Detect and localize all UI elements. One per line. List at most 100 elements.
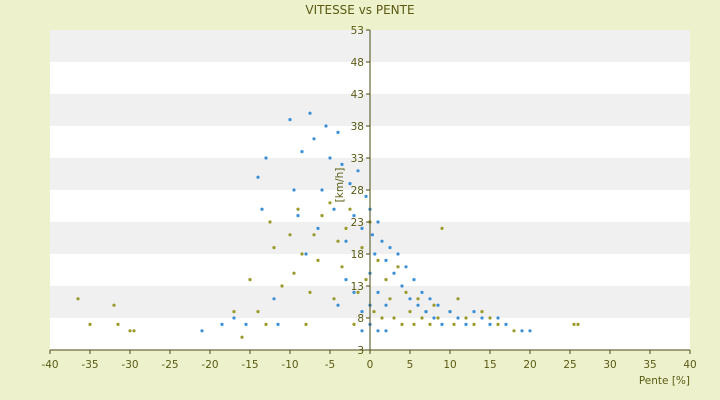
data-point xyxy=(388,297,392,301)
y-tick-label: 18 xyxy=(351,249,364,261)
data-point xyxy=(400,322,404,326)
data-point xyxy=(232,316,236,320)
x-tick-label: 0 xyxy=(367,359,374,371)
y-tick-label: 3 xyxy=(357,345,364,357)
data-point xyxy=(296,214,300,218)
data-point xyxy=(384,303,388,307)
data-point xyxy=(396,265,400,269)
data-point xyxy=(128,329,132,333)
data-point xyxy=(388,246,392,250)
data-point xyxy=(112,303,116,307)
data-point xyxy=(512,329,516,333)
data-point xyxy=(360,329,364,333)
y-tick-label: 53 xyxy=(351,25,364,37)
data-point xyxy=(336,130,340,134)
data-point xyxy=(340,162,344,166)
x-tick-labels: -40 -35 -30 -25 -20 -15 -10 -5 0 5 10 15 20 25 30 35 40 xyxy=(41,350,697,371)
y-axis-label: [km/h] xyxy=(334,168,346,203)
data-point xyxy=(352,214,356,218)
x-tick-label: 5 xyxy=(407,359,414,371)
data-points xyxy=(76,111,580,339)
data-point xyxy=(384,258,388,262)
data-point xyxy=(428,297,432,301)
data-point xyxy=(464,322,468,326)
data-point xyxy=(432,316,436,320)
data-point xyxy=(364,278,368,282)
x-tick-label: -25 xyxy=(161,359,178,371)
x-tick-label: -5 xyxy=(325,359,335,371)
data-point xyxy=(344,226,348,230)
x-tick-label: -10 xyxy=(281,359,298,371)
x-tick-label: 25 xyxy=(563,359,576,371)
data-point xyxy=(472,310,476,314)
data-point xyxy=(408,297,412,301)
data-point xyxy=(316,258,320,262)
data-point xyxy=(272,297,276,301)
y-tick-label: 13 xyxy=(351,281,364,293)
data-point xyxy=(384,278,388,282)
data-point xyxy=(292,271,296,275)
data-point xyxy=(240,335,244,339)
data-point xyxy=(296,207,300,211)
y-tick-label: 8 xyxy=(357,313,364,325)
y-tick-label: 33 xyxy=(351,153,364,165)
data-point xyxy=(132,329,136,333)
data-point xyxy=(280,284,284,288)
y-tick-label: 43 xyxy=(351,89,364,101)
data-point xyxy=(456,297,460,301)
data-point xyxy=(370,233,374,237)
x-tick-label: 30 xyxy=(603,359,616,371)
data-point xyxy=(356,290,360,294)
x-tick-label: 40 xyxy=(683,359,696,371)
x-tick-label: 20 xyxy=(523,359,536,371)
data-point xyxy=(496,322,500,326)
data-point xyxy=(480,310,484,314)
x-tick-label: -30 xyxy=(121,359,138,371)
data-point xyxy=(356,169,360,173)
data-point xyxy=(376,290,380,294)
data-point xyxy=(412,278,416,282)
data-point xyxy=(328,201,332,205)
data-point xyxy=(308,111,312,115)
data-point xyxy=(376,329,380,333)
data-point xyxy=(404,265,408,269)
data-point xyxy=(392,316,396,320)
data-point xyxy=(528,329,532,333)
data-point xyxy=(472,322,476,326)
data-point xyxy=(464,316,468,320)
data-point xyxy=(380,316,384,320)
data-point xyxy=(348,182,352,186)
data-point xyxy=(336,303,340,307)
data-point xyxy=(312,137,316,141)
data-point xyxy=(304,252,308,256)
data-point xyxy=(332,297,336,301)
x-tick-label: 35 xyxy=(643,359,656,371)
data-point xyxy=(364,194,368,198)
data-point xyxy=(268,220,272,224)
data-point xyxy=(452,322,456,326)
data-point xyxy=(320,214,324,218)
data-point xyxy=(480,316,484,320)
data-point xyxy=(372,310,376,314)
data-point xyxy=(88,322,92,326)
data-point xyxy=(400,284,404,288)
data-point xyxy=(488,322,492,326)
data-point xyxy=(308,290,312,294)
data-point xyxy=(332,207,336,211)
data-point xyxy=(304,322,308,326)
data-point xyxy=(448,310,452,314)
data-point xyxy=(352,322,356,326)
data-point xyxy=(264,322,268,326)
chart-title: VITESSE vs PENTE xyxy=(305,3,414,17)
data-point xyxy=(420,316,424,320)
data-point xyxy=(456,316,460,320)
data-point xyxy=(288,233,292,237)
data-point xyxy=(348,207,352,211)
data-point xyxy=(416,303,420,307)
data-point xyxy=(256,175,260,179)
data-point xyxy=(340,265,344,269)
data-point xyxy=(352,290,356,294)
x-tick-label: 15 xyxy=(483,359,496,371)
x-tick-label: 10 xyxy=(443,359,456,371)
data-point xyxy=(412,322,416,326)
